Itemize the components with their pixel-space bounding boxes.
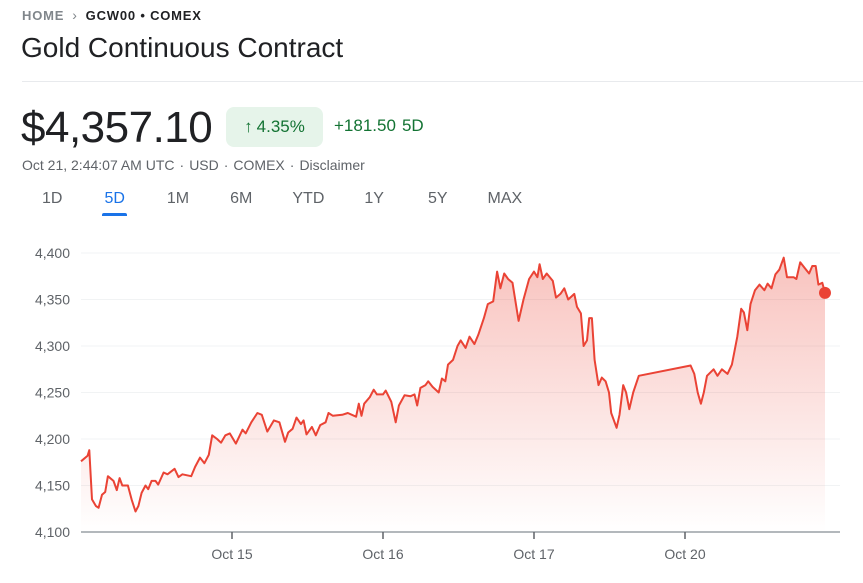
exchange: COMEX: [233, 157, 285, 173]
tab-1m[interactable]: 1M: [166, 190, 190, 207]
tab-ytd[interactable]: YTD: [292, 190, 325, 207]
change-percent: 4.35%: [256, 117, 305, 136]
breadcrumb-symbol: GCW00 • COMEX: [85, 7, 202, 23]
tab-1d[interactable]: 1D: [42, 190, 63, 207]
y-tick-label: 4,200: [35, 431, 70, 447]
tab-6m[interactable]: 6M: [230, 190, 253, 207]
separator: ·: [179, 157, 185, 173]
timestamp: Oct 21, 2:44:07 AM UTC: [22, 157, 175, 173]
breadcrumb-home[interactable]: HOME: [22, 7, 65, 23]
price-area: [81, 257, 825, 532]
arrow-up-icon: ↑: [244, 117, 253, 136]
tab-5y[interactable]: 5Y: [427, 190, 448, 207]
y-tick-label: 4,100: [35, 524, 70, 540]
change-amount: +181.50: [334, 116, 396, 135]
change-value: +181.50 5D: [334, 116, 424, 136]
y-tick-label: 4,300: [35, 338, 70, 354]
x-tick-label: Oct 20: [664, 546, 705, 562]
range-tabs: 1D 5D 1M 6M YTD 1Y 5Y MAX: [22, 190, 522, 216]
page-title: Gold Continuous Contract: [21, 32, 344, 63]
separator: ·: [289, 157, 295, 173]
quote-meta: Oct 21, 2:44:07 AM UTC · USD · COMEX · D…: [22, 157, 365, 173]
x-tick-label: Oct 16: [362, 546, 403, 562]
current-price: $4,357.10: [21, 103, 213, 152]
x-tick-label: Oct 17: [513, 546, 554, 562]
divider: [22, 81, 863, 82]
breadcrumb: HOME › GCW00 • COMEX: [22, 7, 202, 23]
change-period: 5D: [401, 116, 424, 135]
tab-max[interactable]: MAX: [487, 190, 523, 207]
y-tick-label: 4,350: [35, 292, 70, 308]
x-tick-label: Oct 15: [211, 546, 252, 562]
change-percent-badge: ↑ 4.35%: [226, 107, 323, 147]
currency: USD: [189, 157, 219, 173]
disclaimer-link[interactable]: Disclaimer: [299, 157, 365, 173]
last-price-marker: [818, 286, 831, 299]
y-tick-label: 4,250: [35, 385, 70, 401]
tab-1y[interactable]: 1Y: [364, 190, 384, 207]
separator: ·: [223, 157, 229, 173]
y-tick-label: 4,150: [35, 478, 70, 494]
tab-5d[interactable]: 5D: [102, 190, 128, 216]
y-tick-label: 4,400: [35, 245, 70, 261]
chevron-right-icon: ›: [72, 7, 78, 23]
price-line: [80, 256, 826, 513]
